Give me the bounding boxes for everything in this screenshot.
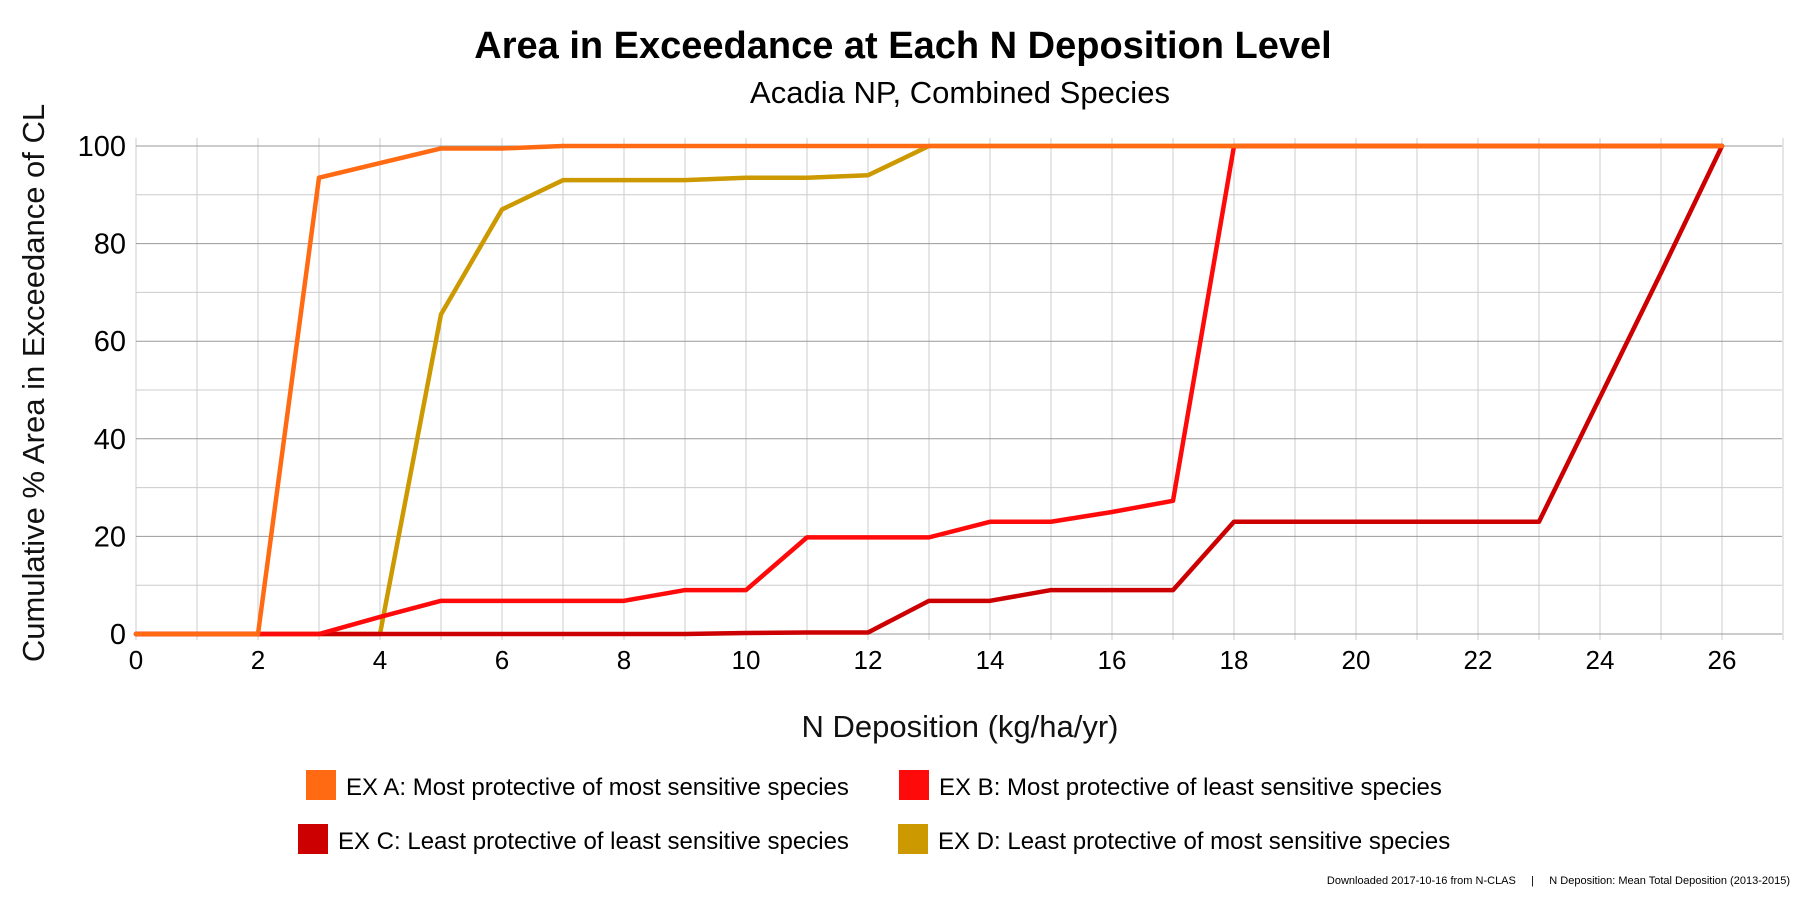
y-tick-label: 40 (94, 424, 126, 456)
y-axis-ticks: 0 20 40 60 80 100 (78, 131, 126, 651)
y-tick-label: 80 (94, 229, 126, 261)
series-line-c (133, 143, 1725, 637)
x-tick-label: 18 (1220, 645, 1249, 675)
legend-label: EX C: Least protective of least sensitiv… (338, 828, 849, 855)
x-tick-label: 24 (1586, 645, 1615, 675)
x-axis-label: N Deposition (kg/ha/yr) (801, 709, 1118, 744)
footer-note: Downloaded 2017-10-16 from N-CLAS | N De… (1327, 875, 1790, 887)
legend-item: EX C: Least protective of least sensitiv… (298, 824, 849, 855)
legend-item: EX A: Most protective of most sensitive … (306, 770, 849, 801)
x-tick-label: 22 (1464, 645, 1493, 675)
legend: EX A: Most protective of most sensitive … (298, 770, 1450, 855)
series-line-a (133, 143, 1725, 637)
x-tick-label: 16 (1098, 645, 1127, 675)
x-tick-label: 20 (1342, 645, 1371, 675)
x-tick-label: 2 (251, 645, 265, 675)
y-tick-label: 100 (78, 131, 126, 163)
x-tick-label: 10 (732, 645, 761, 675)
x-axis-ticks: 0 2 4 6 8 10 12 14 16 18 20 22 24 26 (129, 645, 1737, 675)
chart-title: Area in Exceedance at Each N Deposition … (474, 25, 1331, 67)
grid (135, 138, 1784, 640)
legend-swatch (298, 824, 328, 854)
x-tick-label: 14 (976, 645, 1005, 675)
legend-label: EX D: Least protective of most sensitive… (938, 828, 1450, 855)
y-tick-label: 20 (94, 521, 126, 553)
legend-item: EX D: Least protective of most sensitive… (898, 824, 1450, 855)
legend-label: EX A: Most protective of most sensitive … (346, 774, 849, 801)
x-tick-label: 8 (617, 645, 631, 675)
x-tick-label: 6 (495, 645, 509, 675)
y-tick-label: 60 (94, 326, 126, 358)
x-tick-label: 12 (854, 645, 883, 675)
y-tick-label: 0 (110, 619, 126, 651)
legend-swatch (899, 770, 929, 800)
series-lines (133, 143, 1725, 637)
x-tick-label: 0 (129, 645, 143, 675)
x-tick-label: 26 (1708, 645, 1737, 675)
y-axis-label: Cumulative % Area in Exceedance of CL (16, 104, 51, 662)
legend-label: EX B: Most protective of least sensitive… (939, 774, 1442, 801)
legend-swatch (306, 770, 336, 800)
legend-swatch (898, 824, 928, 854)
legend-item: EX B: Most protective of least sensitive… (899, 770, 1442, 801)
x-tick-label: 4 (373, 645, 387, 675)
chart-subtitle: Acadia NP, Combined Species (750, 75, 1170, 110)
